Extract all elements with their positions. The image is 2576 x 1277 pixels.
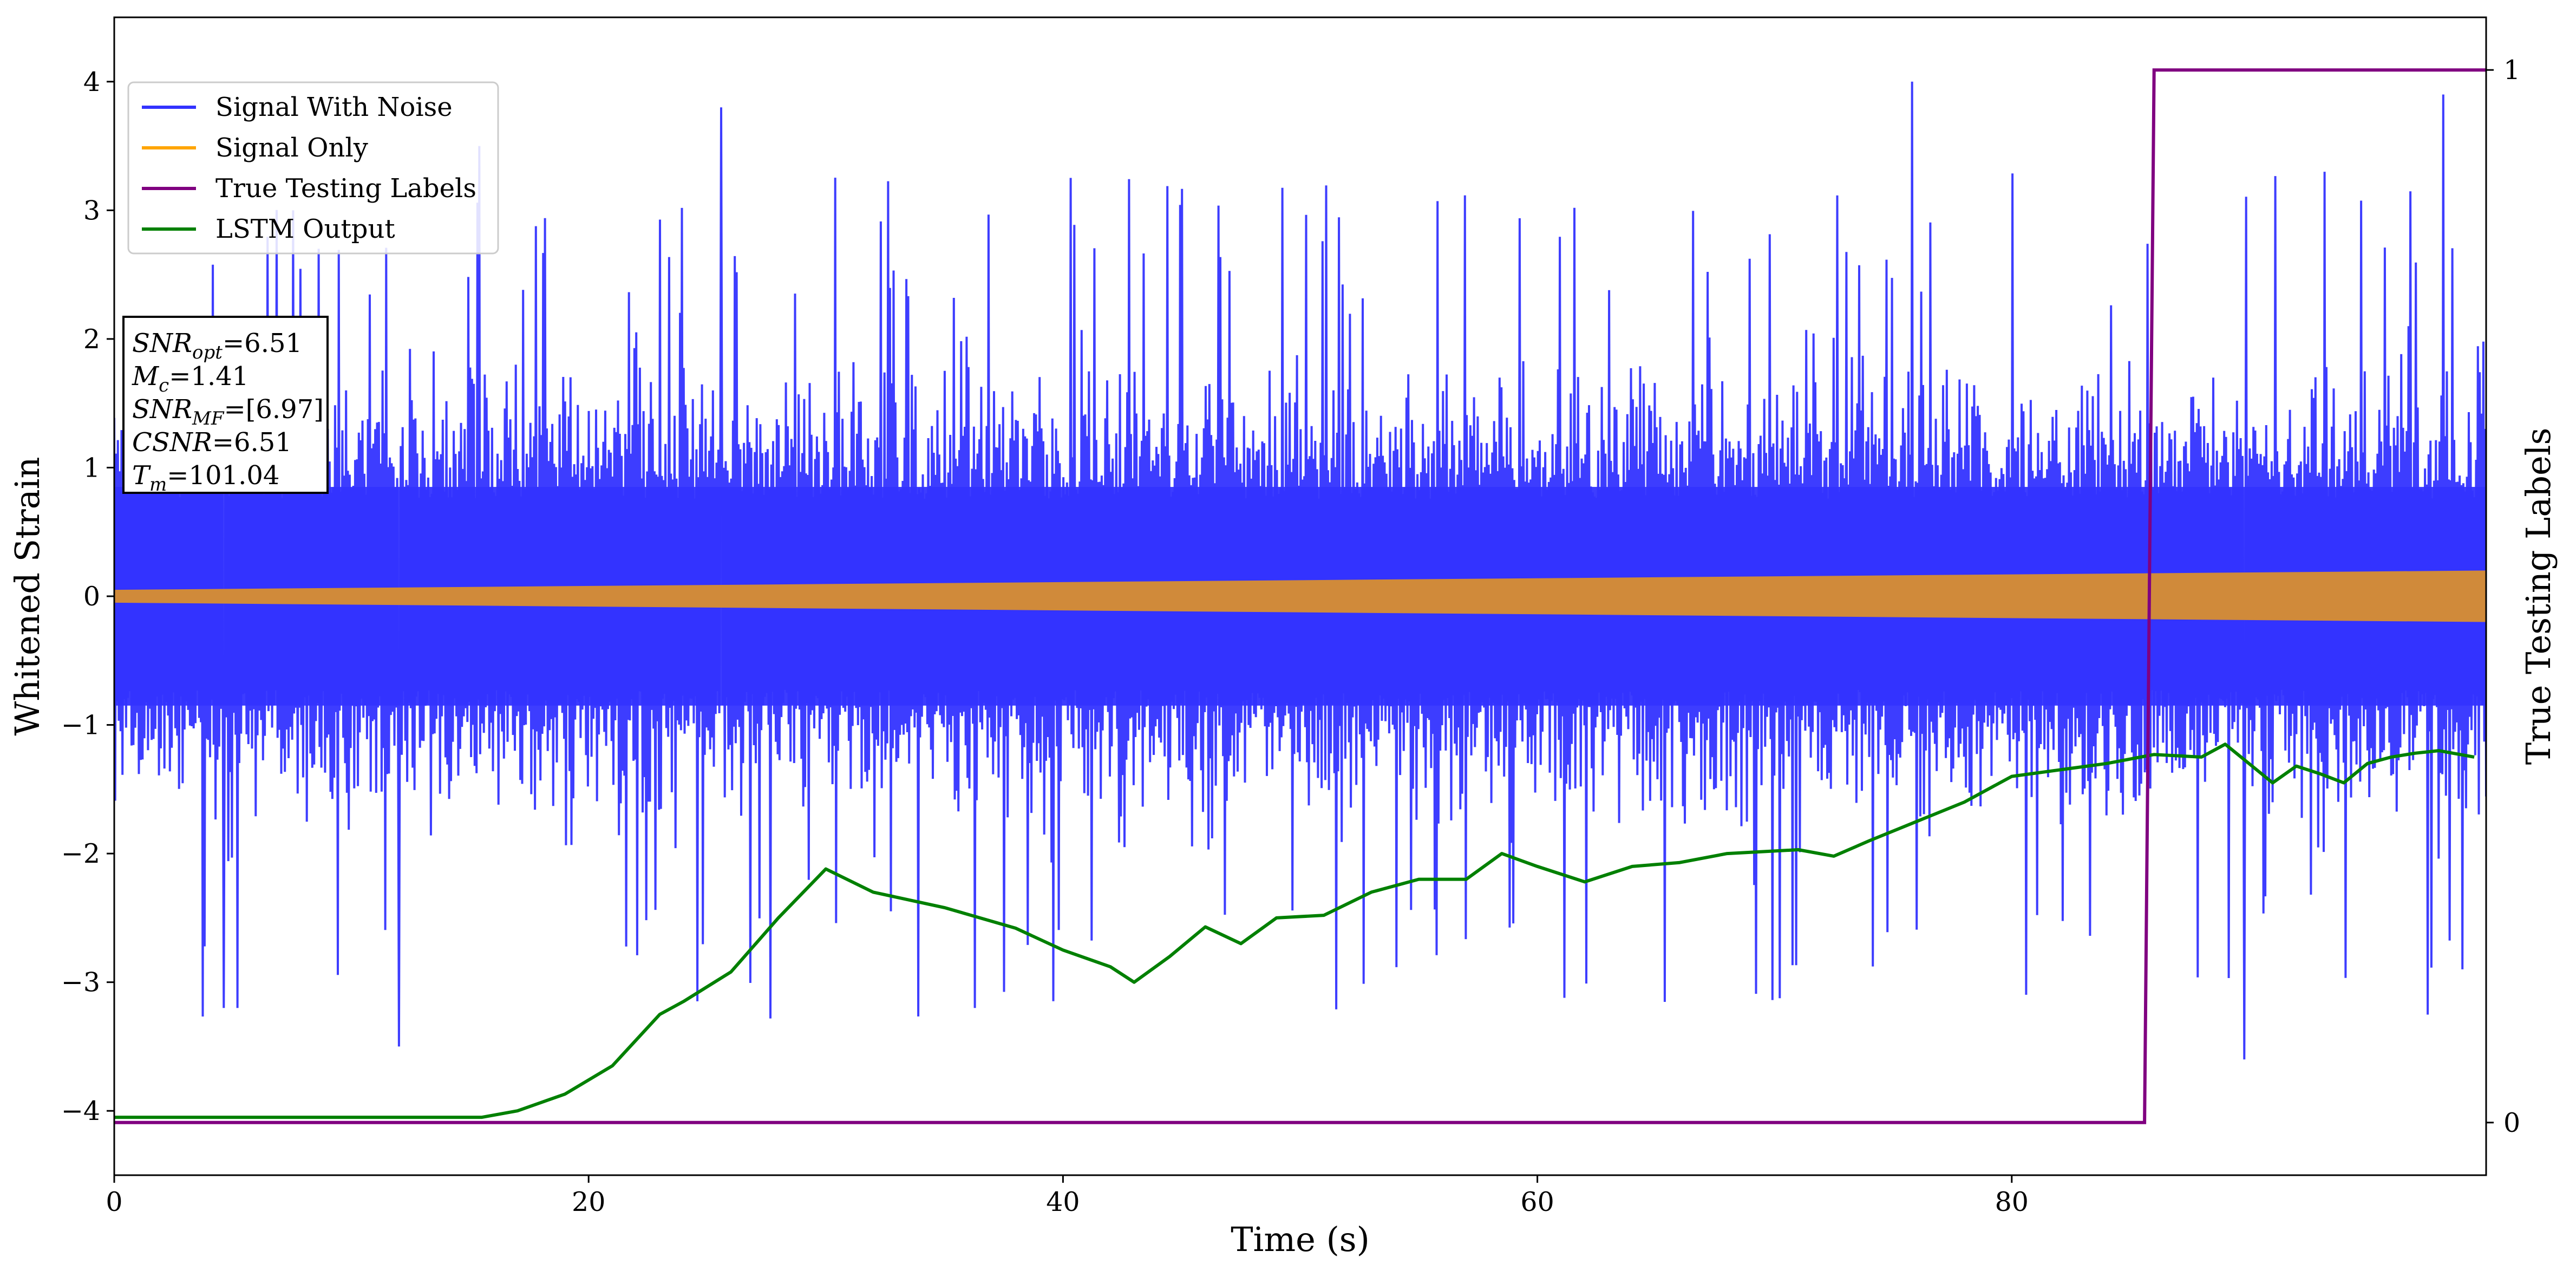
y-tick-label: −3: [61, 967, 100, 998]
info-line-symbol: SNR: [132, 394, 192, 425]
y-tick-label: 1: [83, 452, 100, 483]
legend-label-1: Signal Only: [215, 133, 368, 163]
info-box: SNRopt=6.51Mc=1.41SNRMF=[6.97]CSNR=6.51T…: [122, 316, 329, 496]
legend-label-0: Signal With Noise: [215, 92, 453, 122]
info-line-4: Tm=101.04: [132, 460, 279, 496]
info-line-symbol: CSNR: [132, 427, 212, 458]
y-tick-label: −2: [61, 838, 100, 869]
info-line-symbol: T: [132, 460, 151, 491]
info-line-subscript: MF: [192, 408, 225, 429]
info-line-subscript: c: [159, 375, 169, 396]
signal-only-band: [114, 570, 2486, 622]
x-tick-label: 40: [1046, 1187, 1080, 1217]
legend: Signal With Noise Signal Only True Testing…: [127, 81, 499, 255]
info-line-symbol: M: [132, 361, 160, 392]
info-line-value: =6.51: [212, 427, 292, 458]
x-tick-label: 80: [1995, 1187, 2029, 1217]
y2-tick-label: 1: [2503, 55, 2520, 86]
y-tick-label: 4: [83, 67, 100, 97]
y-tick-label: −4: [61, 1096, 100, 1126]
y-tick-label: 0: [83, 581, 100, 612]
x-tick-label: 20: [572, 1187, 605, 1217]
info-line-subscript: m: [149, 474, 167, 496]
info-line-3: CSNR=6.51: [132, 427, 292, 458]
y2-tick-label: 0: [2503, 1107, 2520, 1138]
info-line-1: Mc=1.41: [132, 361, 249, 396]
y-tick-label: 2: [83, 324, 100, 355]
info-line-value: =[6.97]: [224, 394, 324, 425]
info-line-symbol: SNR: [132, 328, 192, 359]
y-tick-label: 3: [83, 195, 100, 226]
info-line-value: =1.41: [169, 361, 249, 392]
info-line-value: =6.51: [223, 328, 302, 359]
x-tick-label: 0: [106, 1187, 122, 1217]
lstm-output-line: [114, 742, 2475, 1119]
x-axis-label: Time (s): [1231, 1220, 1370, 1259]
info-line-value: =101.04: [167, 460, 279, 491]
y2-axis-label: True Testing Labels: [2519, 428, 2558, 765]
y-axis-label: Whitened Strain: [8, 457, 47, 736]
x-tick-label: 60: [1520, 1187, 1554, 1217]
legend-label-3: LSTM Output: [215, 214, 395, 244]
true-testing-labels-line: [114, 68, 2486, 1124]
info-line-subscript: opt: [192, 342, 223, 363]
y-tick-label: −1: [61, 710, 100, 741]
info-line-0: SNRopt=6.51: [132, 328, 302, 363]
info-box-frame: [122, 316, 329, 494]
plot-area: [114, 68, 2486, 1124]
legend-label-2: True Testing Labels: [215, 173, 476, 204]
info-line-2: SNRMF=[6.97]: [132, 394, 324, 429]
legend-box: [127, 81, 499, 255]
